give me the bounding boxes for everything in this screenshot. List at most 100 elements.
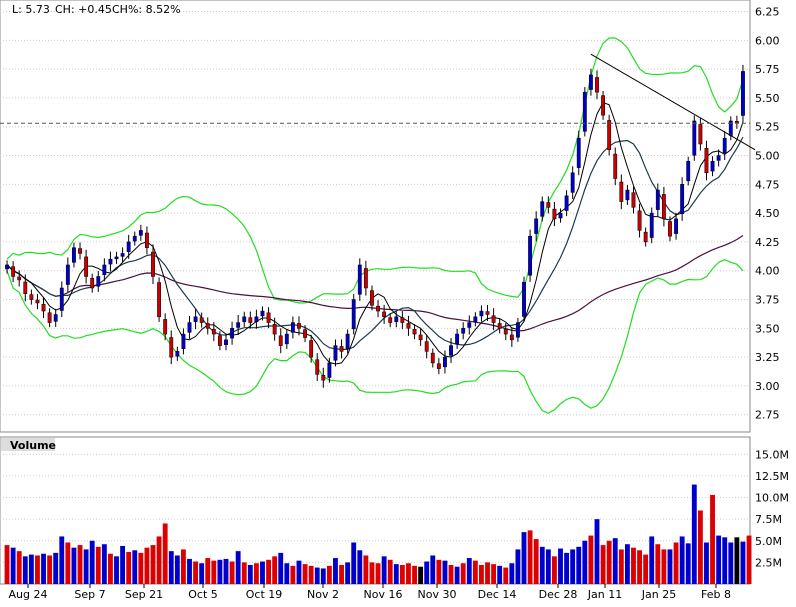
volume-bar	[606, 540, 612, 584]
volume-bar	[649, 536, 655, 584]
candle-body	[704, 148, 709, 174]
candle-body	[516, 322, 520, 338]
volume-bar	[217, 559, 223, 584]
candle-body	[272, 324, 277, 335]
candle-body	[193, 316, 198, 322]
volume-bar	[241, 562, 247, 584]
volume-bar	[515, 549, 521, 584]
volume-bar	[545, 549, 551, 584]
volume-bar	[296, 560, 302, 584]
candle-body	[436, 363, 441, 369]
volume-bar	[655, 544, 661, 584]
candle-body	[29, 294, 34, 300]
volume-bar	[454, 566, 460, 584]
volume-bar	[600, 545, 606, 584]
volume-bar	[266, 559, 271, 584]
candle-body	[138, 230, 143, 236]
volume-bar	[339, 564, 344, 584]
header-change: CH: +0.45	[55, 3, 112, 16]
price-tick-label: 3.00	[755, 380, 780, 393]
volume-tick-label: 10.0M	[755, 492, 789, 505]
volume-bar	[278, 552, 284, 584]
volume-bar	[399, 564, 405, 584]
volume-bar	[472, 560, 478, 584]
candle-body	[388, 317, 393, 323]
candle-body	[680, 184, 685, 214]
x-tick-label: Dec 14	[478, 588, 517, 601]
volume-bar	[22, 556, 28, 584]
volume-bar	[533, 539, 539, 584]
candle-body	[637, 210, 642, 231]
volume-bar	[594, 519, 600, 584]
candle-body	[528, 235, 533, 276]
volume-bar	[302, 564, 308, 584]
candle-body	[674, 218, 678, 234]
header-last: L: 5.73	[12, 3, 50, 16]
volume-bar	[138, 552, 144, 584]
candle-body	[382, 311, 387, 318]
volume-bar	[466, 558, 472, 584]
candle-body	[430, 352, 435, 364]
candle-body	[248, 317, 253, 323]
volume-bar	[235, 551, 241, 584]
volume-bar	[697, 510, 703, 584]
trendline-segment	[590, 53, 756, 151]
volume-bar	[485, 562, 490, 584]
volume-bar	[679, 536, 685, 584]
candle-body	[582, 91, 587, 132]
candle-body	[400, 317, 405, 323]
candle-body	[72, 247, 76, 263]
candle-body	[284, 333, 289, 345]
candle-body	[570, 172, 575, 193]
ma-long	[6, 234, 744, 332]
volume-bar	[685, 543, 691, 584]
volume-bar	[551, 556, 557, 584]
volume-bar	[229, 561, 235, 584]
candle-body	[625, 189, 630, 201]
volume-bar	[418, 566, 424, 584]
price-tick-label: 6.00	[755, 34, 780, 47]
candle-body	[236, 322, 241, 328]
volume-label: Volume	[10, 439, 56, 452]
candle-body	[59, 287, 64, 311]
candle-body	[357, 264, 362, 295]
candle-body	[309, 340, 314, 358]
candle-body	[588, 74, 593, 90]
volume-bar	[631, 547, 636, 584]
volume-bar	[101, 544, 107, 584]
candle-body	[339, 346, 344, 352]
candle-body	[546, 202, 551, 208]
candle-body	[41, 303, 46, 312]
volume-bar	[691, 484, 697, 584]
volume-bar	[564, 552, 570, 584]
candle-body	[522, 281, 526, 317]
volume-tick-label: 15.0M	[755, 448, 789, 461]
volume-bar	[363, 555, 369, 584]
volume-bar	[174, 555, 180, 584]
volume-bar	[156, 536, 162, 584]
candle-body	[710, 161, 715, 172]
volume-bar	[497, 565, 503, 584]
candle-body	[217, 335, 222, 346]
x-tick-label: Sep 7	[74, 588, 105, 601]
candle-body	[211, 328, 216, 335]
volume-bar	[424, 561, 430, 584]
volume-bar	[746, 535, 752, 584]
volume-bar	[290, 565, 296, 584]
volume-bar	[260, 561, 265, 584]
volume-bar	[576, 546, 582, 584]
volume-bar	[187, 558, 192, 584]
volume-tick-label: 5.0M	[755, 535, 782, 548]
volume-bar	[351, 542, 357, 584]
candle-body	[126, 241, 131, 252]
volume-bar	[406, 563, 411, 584]
candle-body	[242, 316, 247, 322]
volume-bar	[430, 555, 436, 584]
volume-bar	[150, 545, 156, 584]
volume-bar	[661, 549, 667, 584]
bollinger-upper	[6, 37, 744, 304]
price-tick-label: 3.75	[755, 294, 780, 307]
candle-body	[290, 322, 295, 333]
candle-body	[485, 311, 490, 315]
